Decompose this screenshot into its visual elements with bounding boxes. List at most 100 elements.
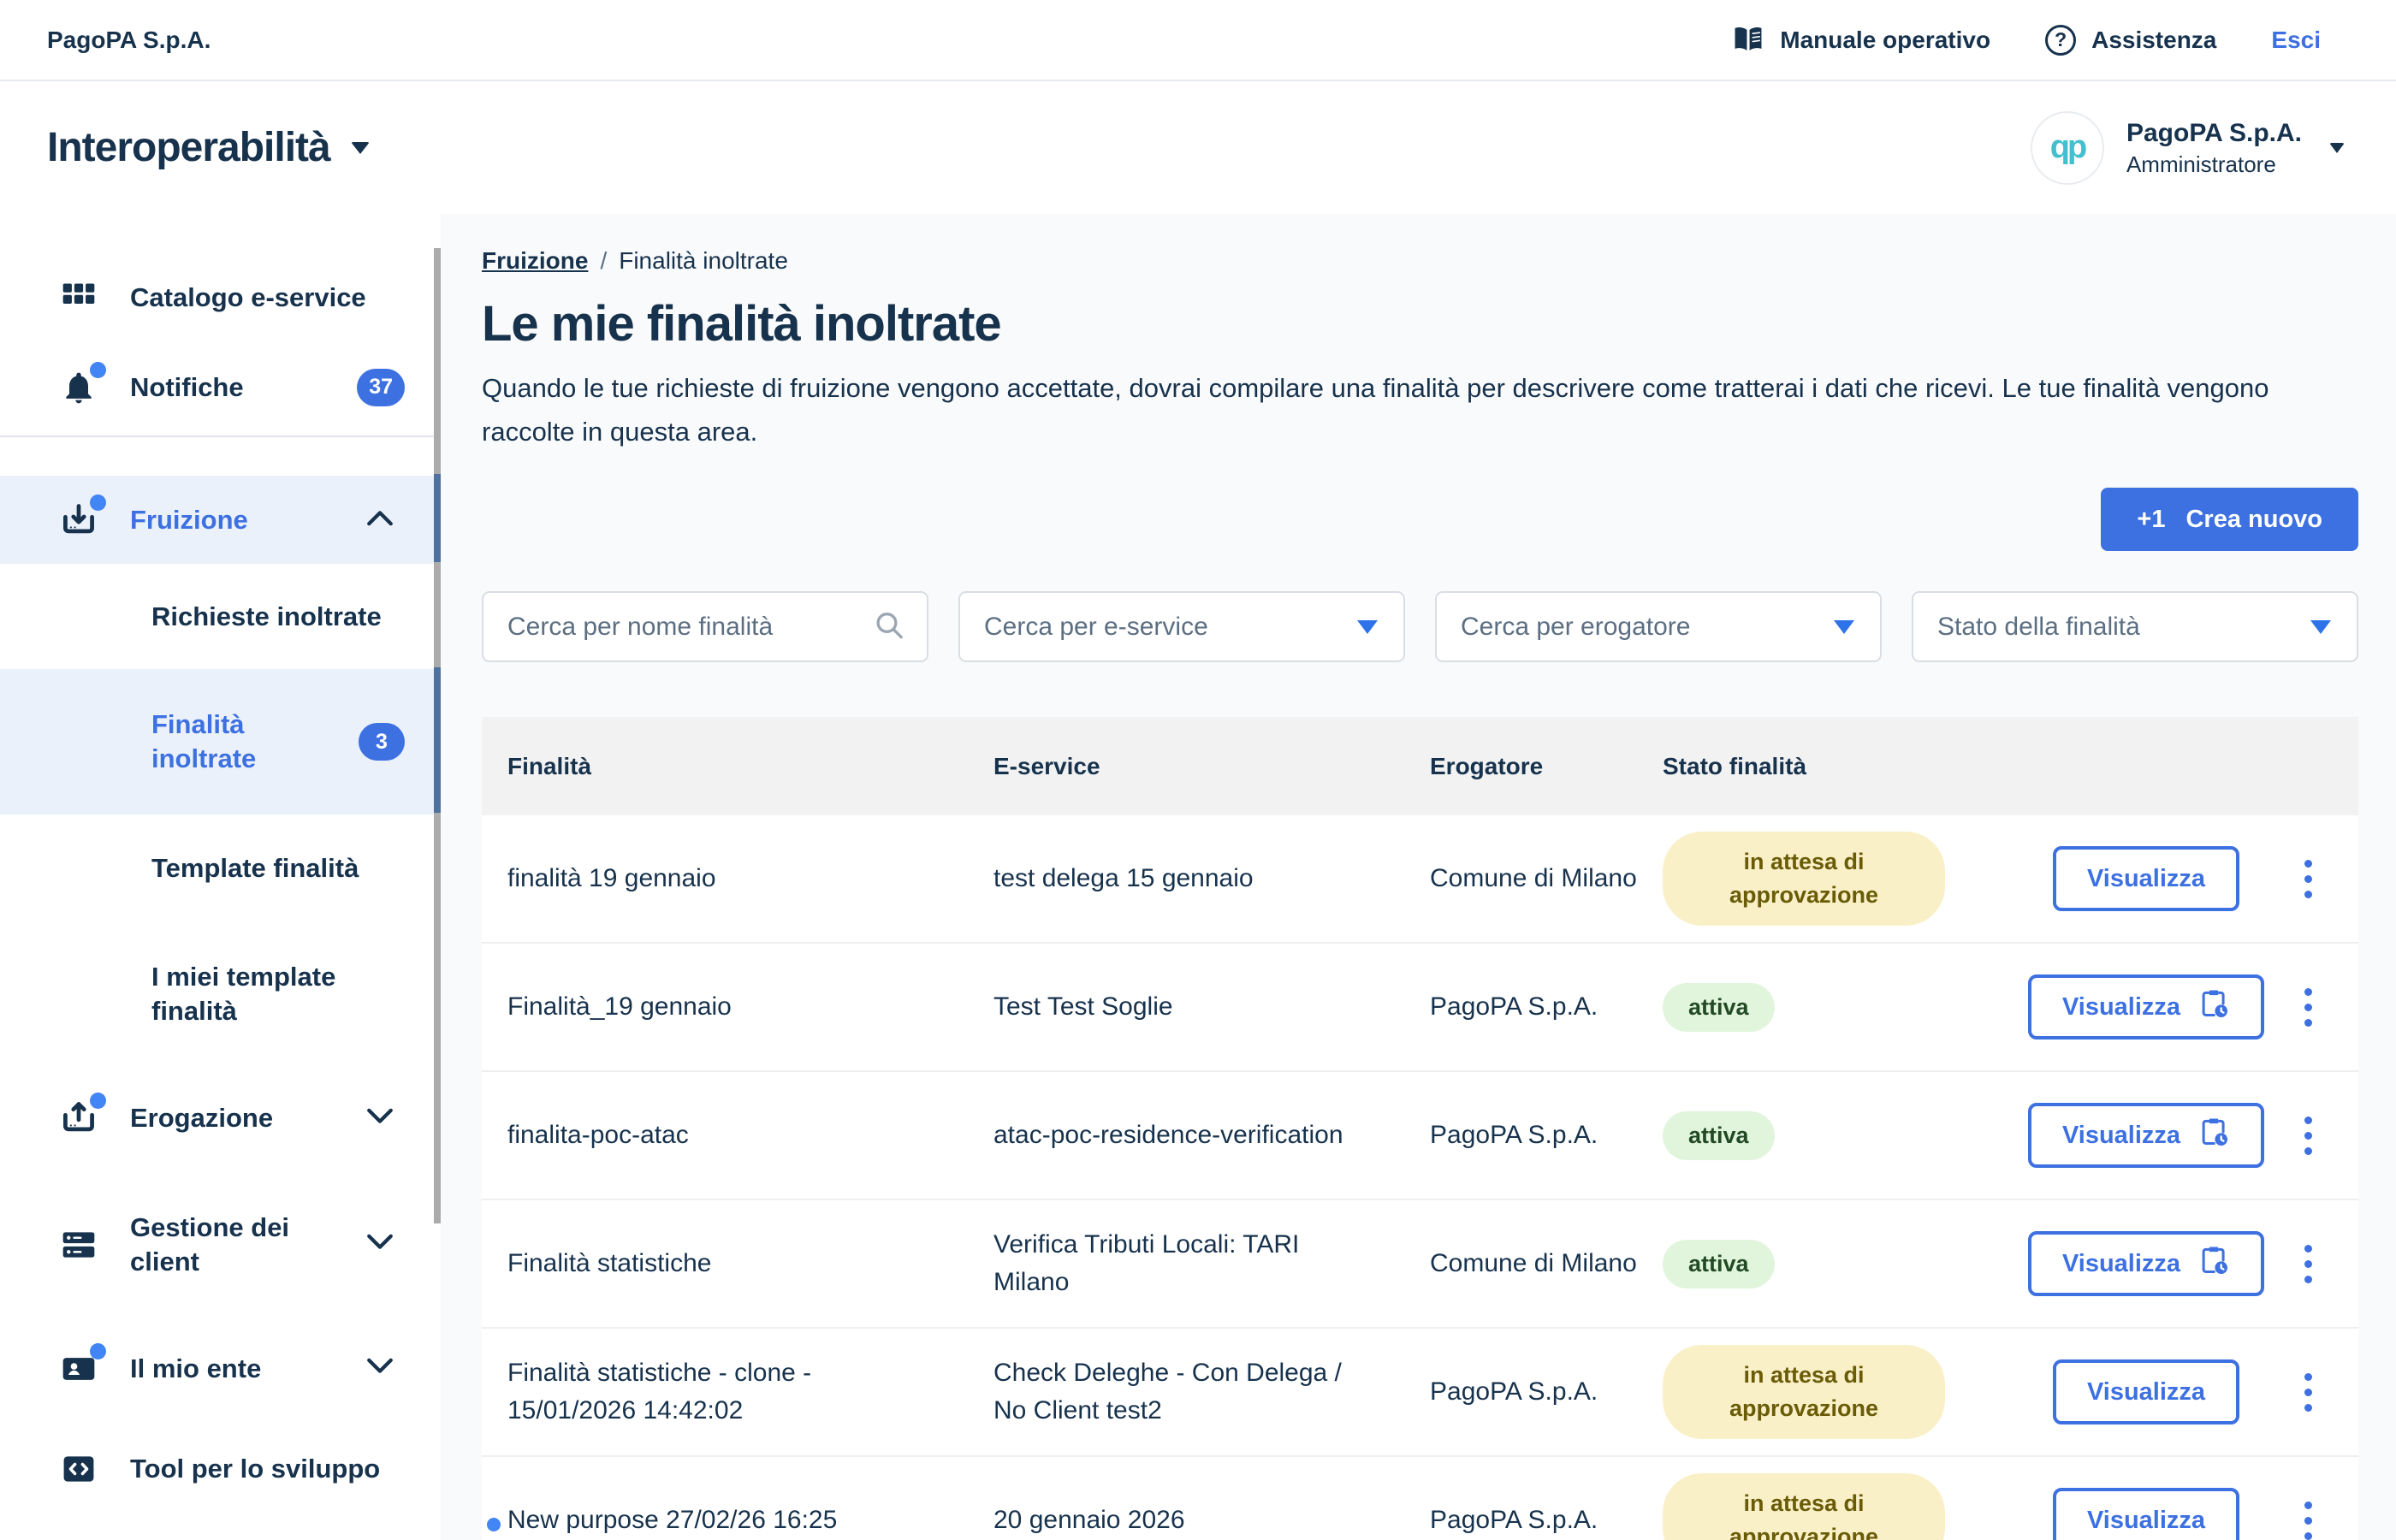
breadcrumb-current: Finalità inoltrate xyxy=(619,247,788,274)
row-menu-kebab-icon[interactable] xyxy=(2299,1496,2317,1540)
product-switch[interactable]: Interoperabilità xyxy=(47,124,370,171)
download-tray-icon xyxy=(60,494,106,539)
product-header: Interoperabilità qp PagoPA S.p.A. Ammini… xyxy=(0,81,2396,214)
column-header-finalita: Finalità xyxy=(507,752,592,779)
column-header-erogatore: Erogatore xyxy=(1430,752,1544,779)
row-menu-kebab-icon[interactable] xyxy=(2299,1368,2317,1417)
view-button-label: Visualizza xyxy=(2061,992,2181,1021)
sidebar-item-tool-sviluppo[interactable]: Tool per lo sviluppo xyxy=(0,1418,441,1520)
id-card-icon xyxy=(60,1342,106,1388)
eservice-name: Check Deleghe - Con Delega / No Client t… xyxy=(993,1359,1342,1424)
product-title: Interoperabilità xyxy=(47,125,331,170)
view-button-label: Visualizza xyxy=(2086,1377,2206,1406)
sidebar-item-fruizione[interactable]: Fruizione xyxy=(0,476,441,564)
row-menu-kebab-icon[interactable] xyxy=(2299,1111,2317,1160)
view-button-label: Visualizza xyxy=(2086,1506,2206,1534)
clipboard-clock-icon xyxy=(2197,1116,2230,1155)
table-row: New purpose 27/02/26 16:25 20 gennaio 20… xyxy=(482,1457,2358,1540)
search-name-input[interactable] xyxy=(507,612,867,642)
sidebar-item-label: Fruizione xyxy=(130,504,248,535)
unread-dot xyxy=(487,1518,501,1531)
dropdown-arrow-icon xyxy=(1357,619,1378,634)
status-badge: attiva xyxy=(1663,1239,1775,1288)
server-icon xyxy=(60,1226,98,1264)
row-menu-kebab-icon[interactable] xyxy=(2299,855,2317,903)
breadcrumb-parent-link[interactable]: Fruizione xyxy=(482,247,589,274)
view-button[interactable]: Visualizza xyxy=(2052,846,2240,911)
column-header-stato: Stato finalità xyxy=(1663,752,1807,779)
view-button[interactable]: Visualizza xyxy=(2052,1359,2240,1424)
exit-link[interactable]: Esci xyxy=(2271,26,2321,53)
view-button[interactable]: Visualizza xyxy=(2027,974,2265,1040)
page-actions: +1 Crea nuovo xyxy=(482,488,2358,551)
table-row: Finalità statistiche Verifica Tributi Lo… xyxy=(482,1200,2358,1329)
breadcrumb: Fruizione / Finalità inoltrate xyxy=(482,246,2358,275)
finalita-count-badge: 3 xyxy=(359,723,405,761)
table-row: finalita-poc-atac atac-poc-residence-ver… xyxy=(482,1072,2358,1200)
sidebar-item-miei-template[interactable]: I miei template finalità xyxy=(0,921,441,1067)
create-new-button[interactable]: +1 Crea nuovo xyxy=(2101,488,2358,551)
finalita-name: finalita-poc-atac xyxy=(507,1121,689,1149)
sidebar-item-mio-ente[interactable]: Il mio ente xyxy=(0,1319,441,1418)
sidebar-item-gestione-client[interactable]: Gestione dei client xyxy=(0,1170,441,1319)
view-button[interactable]: Visualizza xyxy=(2027,1231,2265,1296)
sidebar-item-label: Template finalità xyxy=(151,852,359,883)
view-button-label: Visualizza xyxy=(2061,1249,2181,1277)
status-badge: attiva xyxy=(1663,982,1775,1032)
sidebar-item-label: Il mio ente xyxy=(130,1353,262,1383)
topbar-right: Manuale operativo ? Assistenza Esci xyxy=(1732,24,2321,56)
book-icon xyxy=(1732,26,1764,55)
dropdown-arrow-icon xyxy=(1834,619,1854,634)
code-icon xyxy=(60,1450,98,1488)
view-button[interactable]: Visualizza xyxy=(2052,1488,2240,1540)
sidebar-item-erogazione[interactable]: Erogazione xyxy=(0,1067,441,1170)
provider-name: PagoPA S.p.A. xyxy=(1430,1506,1598,1534)
notification-dot xyxy=(90,1093,106,1109)
status-badge: in attesa di approvazione xyxy=(1663,1473,1945,1540)
sidebar-item-notifiche[interactable]: Notifiche 37 xyxy=(0,342,441,432)
eservice-name: test delega 15 gennaio xyxy=(993,864,1254,892)
sidebar-item-catalogo-eservice[interactable]: Catalogo e-service xyxy=(0,252,441,342)
body-row: Catalogo e-service Notifiche 37 xyxy=(0,214,2396,1540)
create-new-label: Crea nuovo xyxy=(2185,505,2322,533)
sidebar-nav: Catalogo e-service Notifiche 37 xyxy=(0,214,441,1520)
chevron-down-icon xyxy=(2329,142,2345,153)
manual-link[interactable]: Manuale operativo xyxy=(1732,26,1990,55)
eservice-name: 20 gennaio 2026 xyxy=(993,1506,1185,1534)
table-row: Finalità_19 gennaio Test Test Soglie Pag… xyxy=(482,944,2358,1072)
sidebar-item-label: I miei template finalità xyxy=(151,962,336,1026)
sidebar-item-label: Catalogo e-service xyxy=(130,281,366,312)
topbar-brand: PagoPA S.p.A. xyxy=(47,26,211,53)
topbar: PagoPA S.p.A. Manuale operativo ? Assist… xyxy=(0,0,2396,81)
view-button-label: Visualizza xyxy=(2061,1121,2181,1149)
row-menu-kebab-icon[interactable] xyxy=(2299,1240,2317,1288)
sidebar: Catalogo e-service Notifiche 37 xyxy=(0,214,441,1540)
sidebar-divider xyxy=(0,435,441,437)
upload-tray-icon xyxy=(60,1093,106,1137)
status-filter-select[interactable]: Stato della finalità xyxy=(1912,591,2358,662)
finalita-name: Finalità_19 gennaio xyxy=(507,992,732,1021)
sidebar-item-richieste-inoltrate[interactable]: Richieste inoltrate xyxy=(0,564,441,669)
status-filter-placeholder: Stato della finalità xyxy=(1937,612,2140,641)
provider-filter-select[interactable]: Cerca per erogatore xyxy=(1435,591,1882,662)
eservice-filter-select[interactable]: Cerca per e-service xyxy=(958,591,1405,662)
status-badge: in attesa di approvazione xyxy=(1663,1345,1945,1439)
view-button[interactable]: Visualizza xyxy=(2027,1103,2265,1168)
page-title: Le mie finalità inoltrate xyxy=(482,296,1002,352)
chevron-up-icon xyxy=(365,507,394,532)
eservice-name: Verifica Tributi Locali: TARI Milano xyxy=(993,1230,1300,1296)
table-row: Finalità statistiche - clone - 15/01/202… xyxy=(482,1329,2358,1457)
sidebar-item-label: Notifiche xyxy=(130,371,244,402)
party-switch[interactable]: qp PagoPA S.p.A. Amministratore xyxy=(2030,110,2345,185)
assistance-link[interactable]: ? Assistenza xyxy=(2045,24,2216,56)
sidebar-item-template-finalita[interactable]: Template finalità xyxy=(0,814,441,921)
row-menu-kebab-icon[interactable] xyxy=(2299,983,2317,1032)
finalita-table: Finalità E-service Erogatore Stato final… xyxy=(482,717,2358,1540)
sidebar-item-finalita-inoltrate[interactable]: Finalità inoltrate 3 xyxy=(0,669,441,814)
finalita-name-unread: New purpose 27/02/26 16:25 xyxy=(487,1506,837,1534)
chevron-down-icon xyxy=(365,1356,394,1381)
notification-dot xyxy=(90,1342,106,1359)
table-header-row: Finalità E-service Erogatore Stato final… xyxy=(482,717,2358,815)
provider-name: PagoPA S.p.A. xyxy=(1430,1121,1598,1149)
finalita-name: Finalità statistiche - clone - 15/01/202… xyxy=(507,1359,812,1424)
